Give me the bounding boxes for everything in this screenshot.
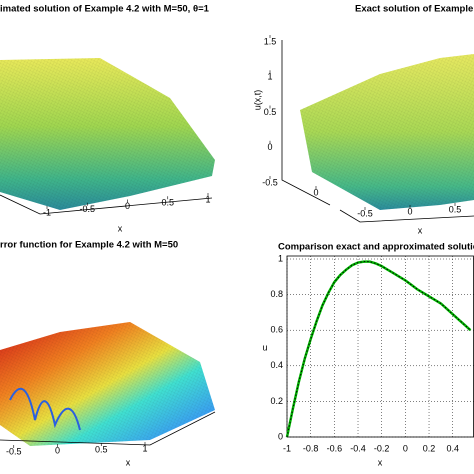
x-tick-label: 1 (205, 194, 210, 204)
chart-title: imated solution of Example 4.2 with M=50… (0, 4, 210, 15)
plot-area (286, 255, 474, 438)
x-tick-label: -0.6 (327, 443, 343, 453)
surface-1 (0, 58, 215, 215)
y-tick-label: 0 (313, 187, 318, 197)
x-axis-label: x (118, 223, 123, 233)
chart-title: rror function for Example 4.2 with M=50 (0, 240, 178, 251)
z-tick-label: -0.5 (262, 177, 278, 187)
chart-title: Exact solution of Example 4 (355, 4, 474, 15)
x-tick-label: -0.5 (79, 204, 95, 214)
x-tick-label: 0.2 (423, 443, 436, 453)
y-tick-label: 0.6 (270, 325, 283, 335)
y-tick-label: 1 (278, 253, 283, 263)
z-axis-label: u(x,t) (252, 90, 262, 111)
series-line (286, 261, 471, 438)
x-tick-label: -1 (283, 443, 291, 453)
x-tick-label: 0.5 (95, 444, 108, 454)
x-tick-label: 1 (142, 443, 147, 453)
x-tick-label: 0 (403, 443, 408, 453)
z-tick-label: 1.5 (264, 36, 277, 46)
y-axis-label: u (262, 342, 267, 352)
x-tick-label: 0 (125, 201, 130, 211)
x-axis-label: x (126, 457, 131, 467)
x-tick-label: 0.4 (446, 443, 459, 453)
x-axis-label: x (418, 225, 423, 235)
surface-3 (0, 322, 216, 446)
x-tick-label: -0.2 (374, 443, 390, 453)
surface-2 (281, 40, 474, 223)
x-tick-label: 0 (407, 206, 412, 216)
x-tick-label: -0.4 (350, 443, 366, 453)
x-tick-label: -0.8 (303, 443, 319, 453)
x-axis-label: x (378, 457, 383, 467)
x-tick-label: -0.5 (6, 446, 22, 456)
y-tick-label: 0.8 (270, 289, 283, 299)
z-tick-label: 0 (267, 142, 272, 152)
chart-title: Comparison exact and approximated soluti… (278, 242, 474, 253)
z-tick-label: 1 (267, 72, 272, 82)
x-tick-label: 0.5 (449, 204, 462, 214)
x-tick-label: -1 (43, 207, 51, 217)
y-tick-label: 0.4 (270, 360, 283, 370)
y-tick-label: 0.2 (270, 396, 283, 406)
y-tick-label: 0 (278, 431, 283, 441)
z-tick-label: 0.5 (264, 107, 277, 117)
x-tick-label: 0.5 (161, 198, 174, 208)
x-tick-label: 0 (55, 445, 60, 455)
x-tick-label: -0.5 (357, 208, 373, 218)
